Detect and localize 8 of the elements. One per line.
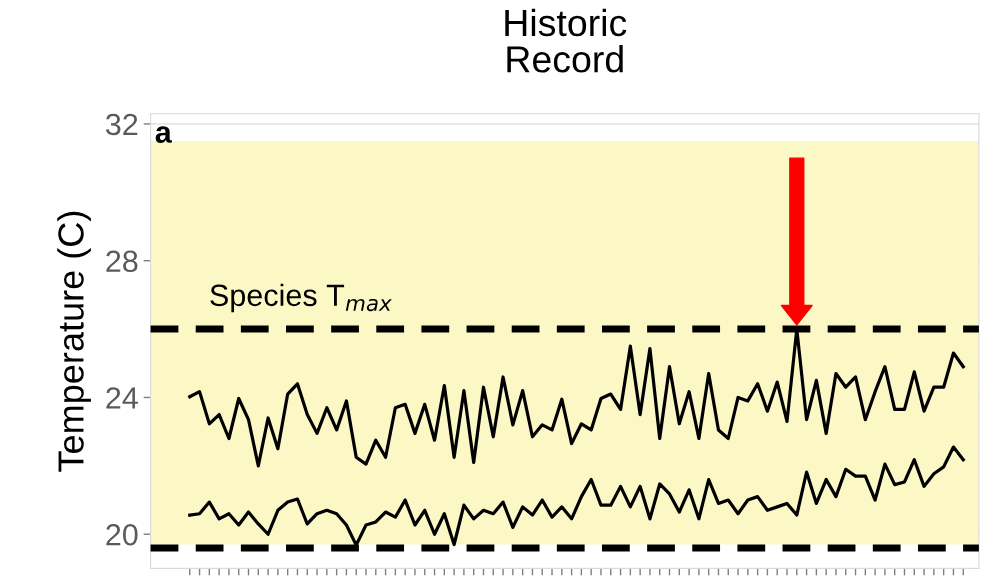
y-axis-title: Temperature (C) xyxy=(57,211,91,472)
y-tick-label: 32 xyxy=(105,113,138,136)
y-tick-label: 24 xyxy=(106,387,138,409)
text: a xyxy=(155,126,172,143)
chart-title: Historic Record xyxy=(505,8,627,73)
ref-line-label: Species T$_{max}$ xyxy=(210,283,392,313)
y-tick-label: 28 xyxy=(106,250,138,273)
y-tick-label: 20 xyxy=(106,523,138,546)
